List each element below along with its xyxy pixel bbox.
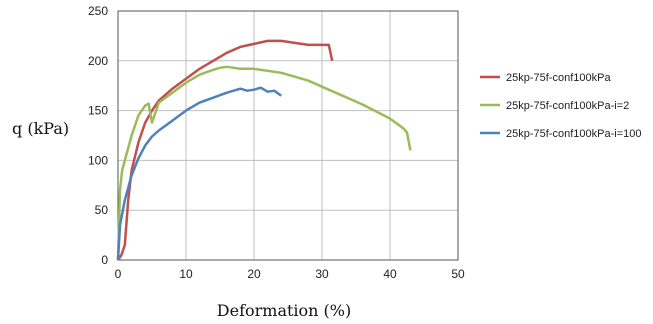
x-tick-label: 0 [115, 267, 122, 281]
plot-area-frame [117, 10, 459, 261]
x-tick-label: 50 [451, 267, 465, 281]
x-tick-label: 20 [247, 267, 261, 281]
x-tick-label: 40 [383, 267, 397, 281]
y-tick-label: 150 [88, 104, 108, 118]
series-line-1 [116, 39, 334, 261]
x-tick-label: 30 [315, 267, 329, 281]
legend-item: 25kp-75f-conf100kPa-i=100 [480, 128, 641, 140]
y-tick-label: 0 [101, 253, 108, 267]
x-axis-ticks: 0 10 20 30 40 50 [115, 267, 465, 281]
series-line-2 [116, 65, 412, 261]
y-tick-label: 100 [88, 153, 108, 167]
x-axis-title: Deformation (%) [217, 301, 351, 320]
legend-label: 25kp-75f-conf100kPa-i=2 [506, 100, 629, 112]
legend-label: 25kp-75f-conf100kPa-i=100 [506, 128, 641, 140]
series-layer [116, 39, 412, 261]
y-axis-title: q (kPa) [12, 119, 69, 138]
y-tick-label: 200 [88, 54, 108, 68]
legend-label: 25kp-75f-conf100kPa [506, 72, 611, 84]
x-tick-label: 10 [179, 267, 193, 281]
legend-item: 25kp-75f-conf100kPa-i=2 [480, 100, 629, 112]
legend-item: 25kp-75f-conf100kPa [480, 72, 611, 84]
y-axis-ticks: 0 50 100 150 200 250 [88, 4, 108, 267]
series-line-3 [116, 86, 282, 261]
y-tick-label: 50 [95, 203, 109, 217]
y-tick-label: 250 [88, 4, 108, 18]
legend: 25kp-75f-conf100kPa 25kp-75f-conf100kPa-i… [480, 72, 641, 140]
